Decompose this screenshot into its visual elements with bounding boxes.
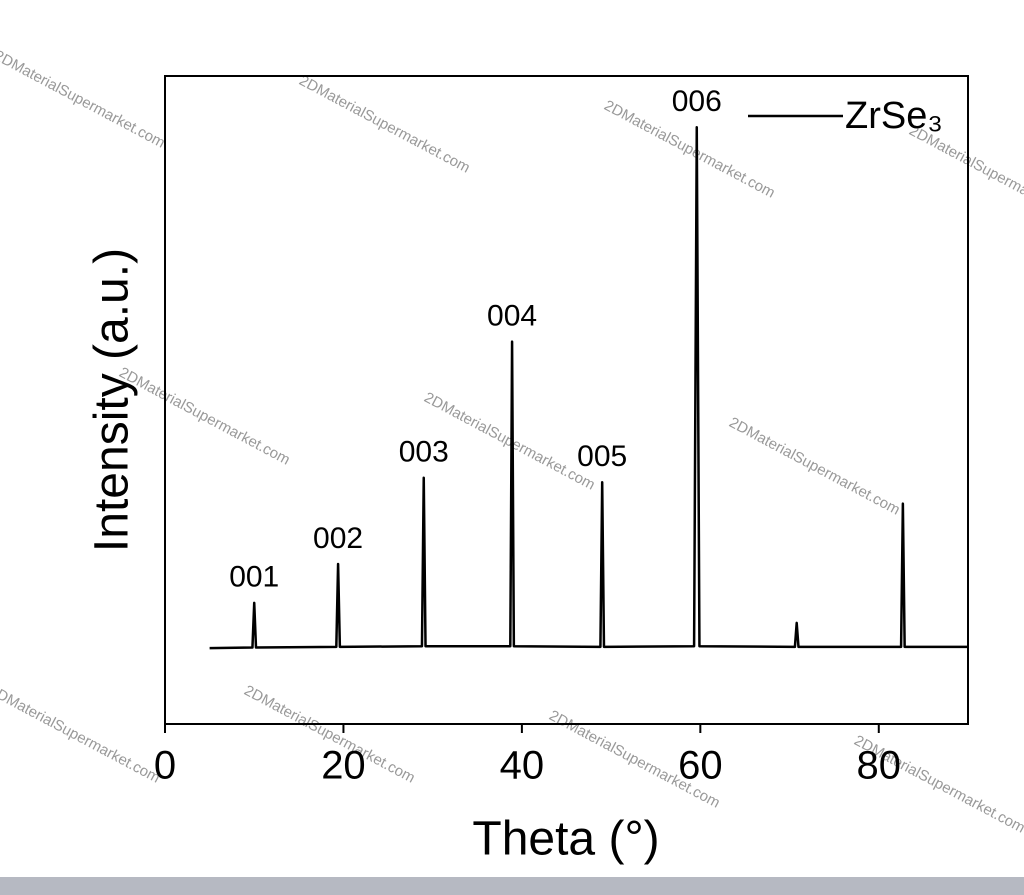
- peak-label: 006: [672, 85, 722, 118]
- x-axis-title: Theta (°): [472, 813, 659, 866]
- x-tick-label: 0: [154, 744, 176, 788]
- watermark: 2DMaterialSupermarket.com: [296, 72, 473, 177]
- bottom-bar: [0, 877, 1024, 895]
- watermark: 2DMaterialSupermarket.com: [906, 122, 1024, 227]
- peak-label: 001: [229, 561, 279, 594]
- peak-label: 002: [313, 522, 363, 555]
- legend-label: ZrSe₃: [845, 95, 943, 137]
- x-tick-label: 40: [500, 744, 545, 788]
- peak-label: 005: [577, 440, 627, 473]
- plot-frame: [164, 75, 969, 725]
- watermark: 2DMaterialSupermarket.com: [726, 414, 903, 519]
- x-tick-label: 80: [857, 744, 902, 788]
- watermark: 2DMaterialSupermarket.com: [0, 47, 168, 152]
- data-line: [209, 125, 968, 650]
- watermark: 2DMaterialSupermarket.com: [0, 682, 163, 787]
- peak-label: 003: [399, 436, 449, 469]
- peak-label: 004: [487, 300, 537, 333]
- y-axis-title: Intensity (a.u.): [86, 248, 139, 552]
- watermark: 2DMaterialSupermarket.com: [116, 364, 293, 469]
- x-tick-label: 20: [321, 744, 366, 788]
- x-tick-label: 60: [678, 744, 723, 788]
